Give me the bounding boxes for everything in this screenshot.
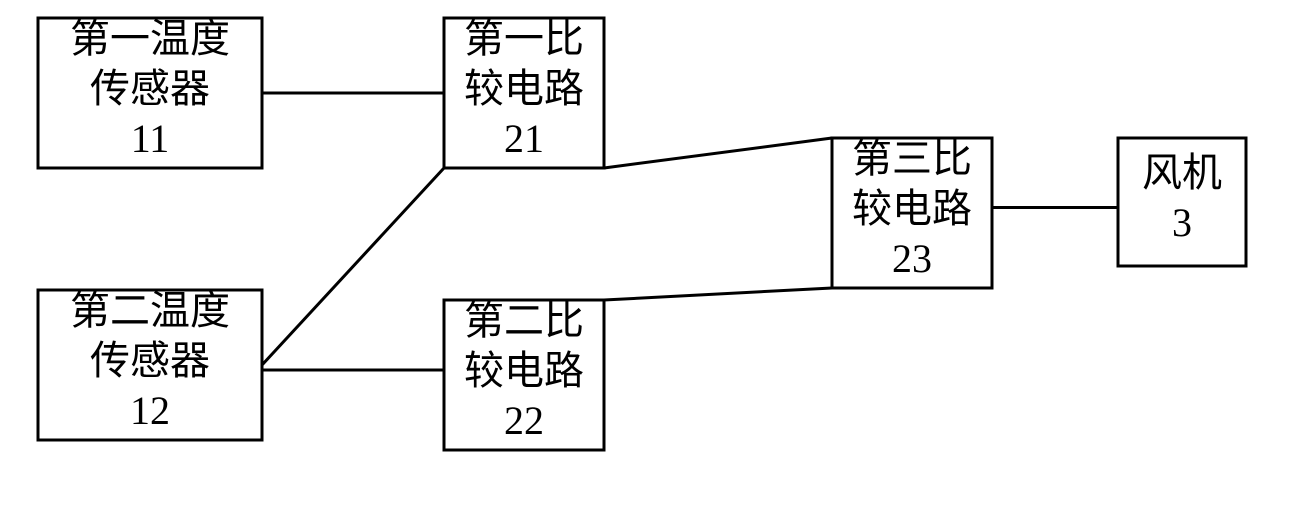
node-label: 23 bbox=[892, 236, 932, 281]
edge bbox=[262, 168, 444, 365]
node-label: 12 bbox=[130, 388, 170, 433]
node-label: 22 bbox=[504, 398, 544, 443]
node-label: 传感器 bbox=[90, 66, 210, 111]
node-label: 3 bbox=[1172, 200, 1192, 245]
node-label: 第三比 bbox=[852, 136, 972, 181]
node-n3: 风机 3 bbox=[1118, 138, 1246, 266]
node-n23: 第三比较电路 23 bbox=[832, 136, 992, 288]
node-label: 11 bbox=[131, 116, 170, 161]
node-label: 第二温度 bbox=[70, 288, 230, 333]
node-n21: 第一比较电路 21 bbox=[444, 16, 604, 168]
node-label: 较电路 bbox=[852, 186, 972, 231]
node-label: 较电路 bbox=[464, 348, 584, 393]
node-label: 风机 bbox=[1142, 150, 1222, 195]
node-label: 第一比 bbox=[464, 16, 584, 61]
node-label: 较电路 bbox=[464, 66, 584, 111]
node-label: 第二比 bbox=[464, 298, 584, 343]
node-label: 传感器 bbox=[90, 338, 210, 383]
node-n22: 第二比较电路 22 bbox=[444, 298, 604, 450]
node-label: 21 bbox=[504, 116, 544, 161]
node-n11: 第一温度传感器 11 bbox=[38, 16, 262, 168]
node-label: 第一温度 bbox=[70, 16, 230, 61]
edge bbox=[604, 138, 832, 168]
node-n12: 第二温度传感器 12 bbox=[38, 288, 262, 440]
edge bbox=[604, 288, 832, 300]
